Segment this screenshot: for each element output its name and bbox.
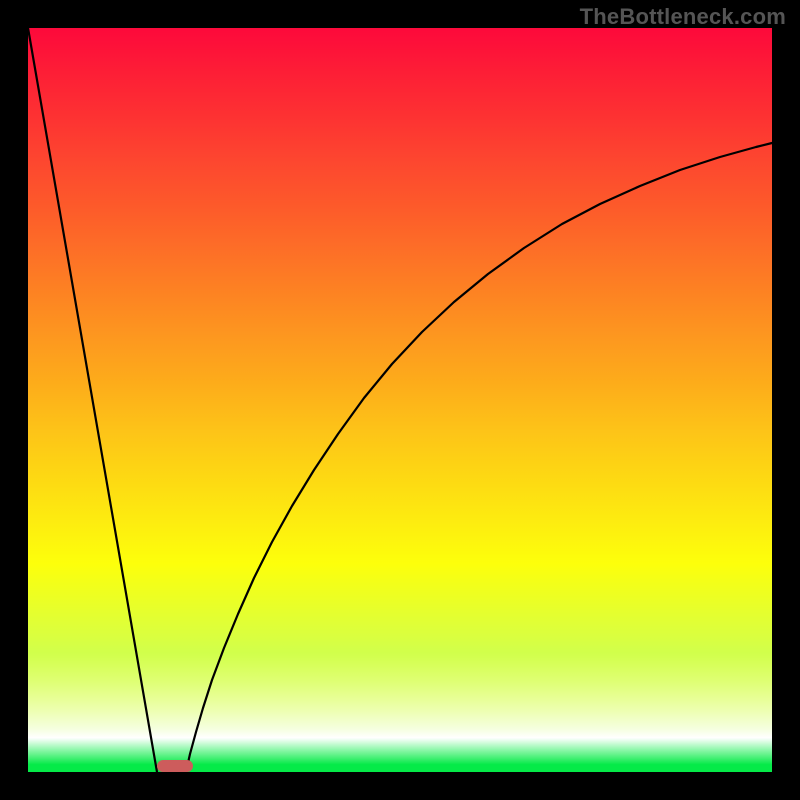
- optimum-marker: [157, 760, 193, 772]
- chart-container: TheBottleneck.com: [0, 0, 800, 800]
- watermark-text: TheBottleneck.com: [580, 4, 786, 30]
- plot-area: [28, 28, 772, 772]
